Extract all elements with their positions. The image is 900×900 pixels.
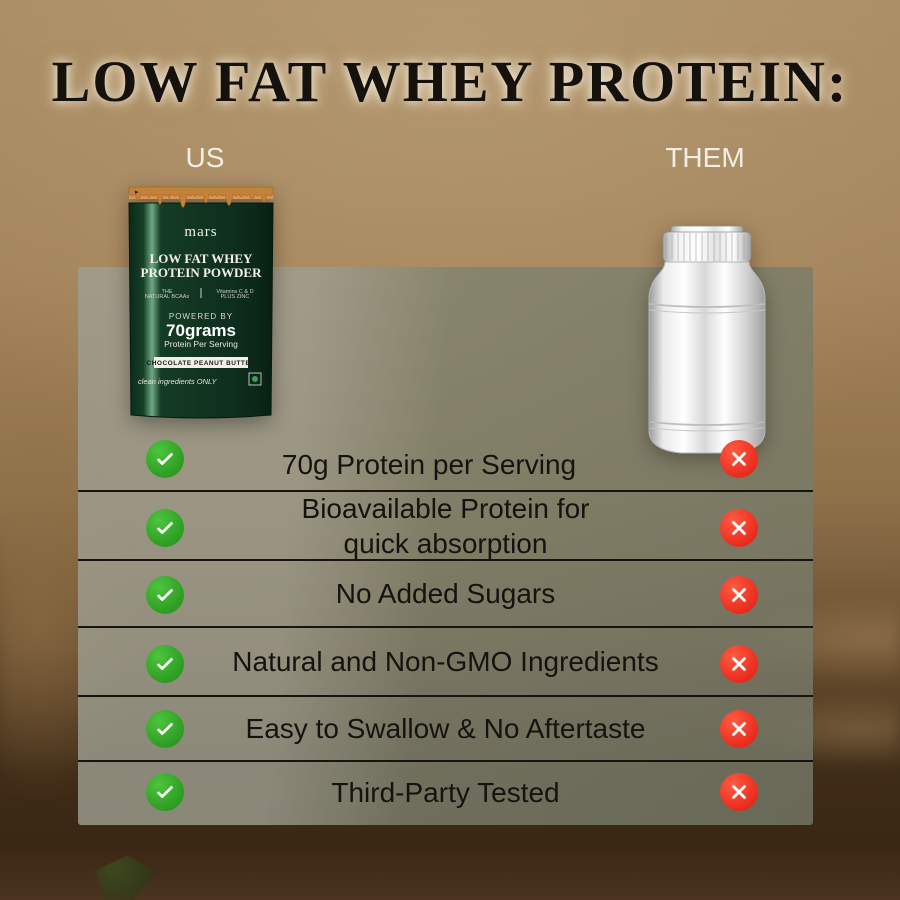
- svg-text:mars: mars: [184, 224, 217, 240]
- svg-text:LOW FAT WHEY: LOW FAT WHEY: [150, 251, 253, 266]
- svg-text:▸: ▸: [135, 189, 139, 196]
